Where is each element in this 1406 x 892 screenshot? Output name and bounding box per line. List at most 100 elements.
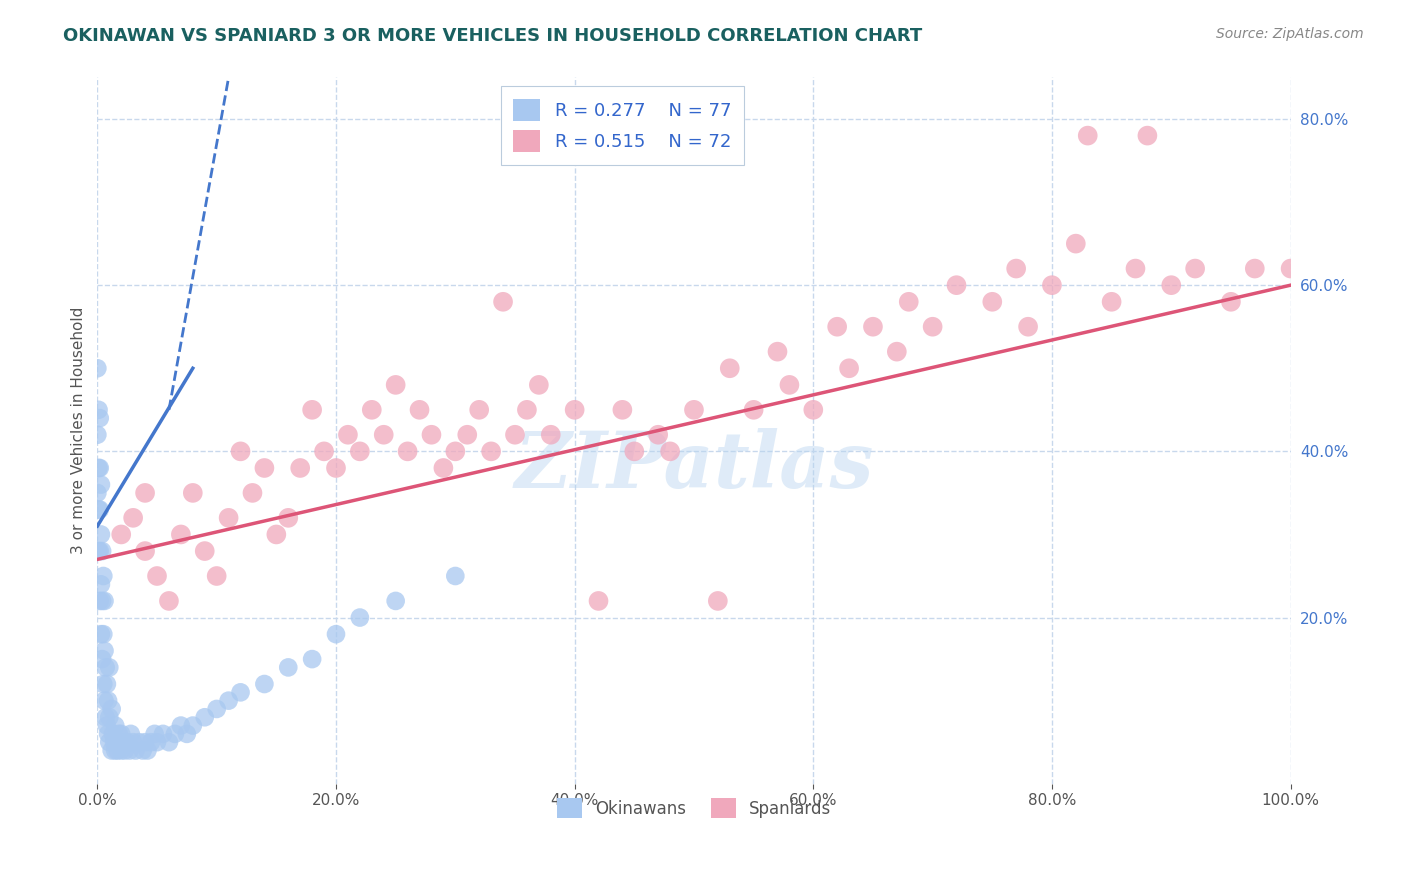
Point	[176, 727, 198, 741]
Point	[86, 427, 108, 442]
Point	[349, 444, 371, 458]
Point	[218, 693, 240, 707]
Point	[1160, 278, 1182, 293]
Point	[408, 402, 430, 417]
Point	[93, 644, 115, 658]
Point	[94, 660, 117, 674]
Point	[110, 727, 132, 741]
Point	[115, 735, 138, 749]
Point	[766, 344, 789, 359]
Point	[1017, 319, 1039, 334]
Text: ZIPatlas: ZIPatlas	[515, 427, 873, 504]
Point	[1064, 236, 1087, 251]
Point	[91, 627, 114, 641]
Point	[134, 735, 156, 749]
Point	[384, 594, 406, 608]
Point	[921, 319, 943, 334]
Point	[277, 511, 299, 525]
Point	[897, 294, 920, 309]
Point	[229, 444, 252, 458]
Point	[325, 461, 347, 475]
Text: Source: ZipAtlas.com: Source: ZipAtlas.com	[1216, 27, 1364, 41]
Point	[86, 486, 108, 500]
Point	[157, 594, 180, 608]
Point	[396, 444, 419, 458]
Point	[277, 660, 299, 674]
Point	[98, 710, 121, 724]
Point	[87, 461, 110, 475]
Point	[90, 527, 112, 541]
Point	[107, 743, 129, 757]
Point	[742, 402, 765, 417]
Y-axis label: 3 or more Vehicles in Household: 3 or more Vehicles in Household	[72, 307, 86, 554]
Point	[325, 627, 347, 641]
Point	[336, 427, 359, 442]
Point	[90, 627, 112, 641]
Point	[118, 743, 141, 757]
Point	[468, 402, 491, 417]
Point	[707, 594, 730, 608]
Point	[89, 544, 111, 558]
Point	[1101, 294, 1123, 309]
Point	[91, 569, 114, 583]
Point	[181, 486, 204, 500]
Point	[503, 427, 526, 442]
Point	[108, 735, 131, 749]
Point	[253, 461, 276, 475]
Point	[89, 461, 111, 475]
Point	[87, 544, 110, 558]
Point	[170, 718, 193, 732]
Point	[91, 652, 114, 666]
Point	[89, 594, 111, 608]
Point	[444, 444, 467, 458]
Point	[516, 402, 538, 417]
Point	[110, 743, 132, 757]
Point	[146, 569, 169, 583]
Point	[683, 402, 706, 417]
Point	[623, 444, 645, 458]
Point	[266, 527, 288, 541]
Point	[862, 319, 884, 334]
Point	[205, 569, 228, 583]
Point	[96, 718, 118, 732]
Point	[1219, 294, 1241, 309]
Point	[87, 402, 110, 417]
Point	[981, 294, 1004, 309]
Point	[90, 477, 112, 491]
Point	[96, 677, 118, 691]
Point	[301, 402, 323, 417]
Point	[134, 544, 156, 558]
Point	[98, 660, 121, 674]
Point	[105, 735, 128, 749]
Point	[432, 461, 454, 475]
Point	[349, 610, 371, 624]
Point	[91, 594, 114, 608]
Point	[253, 677, 276, 691]
Point	[373, 427, 395, 442]
Point	[122, 735, 145, 749]
Point	[1243, 261, 1265, 276]
Point	[100, 702, 122, 716]
Point	[90, 577, 112, 591]
Point	[143, 727, 166, 741]
Point	[170, 527, 193, 541]
Point	[290, 461, 312, 475]
Point	[564, 402, 586, 417]
Point	[492, 294, 515, 309]
Point	[360, 402, 382, 417]
Point	[87, 502, 110, 516]
Point	[1279, 261, 1302, 276]
Point	[1125, 261, 1147, 276]
Point	[94, 710, 117, 724]
Point	[100, 743, 122, 757]
Point	[229, 685, 252, 699]
Point	[124, 743, 146, 757]
Point	[114, 743, 136, 757]
Point	[801, 402, 824, 417]
Point	[1005, 261, 1028, 276]
Point	[194, 710, 217, 724]
Point	[384, 377, 406, 392]
Point	[612, 402, 634, 417]
Point	[89, 502, 111, 516]
Point	[139, 735, 162, 749]
